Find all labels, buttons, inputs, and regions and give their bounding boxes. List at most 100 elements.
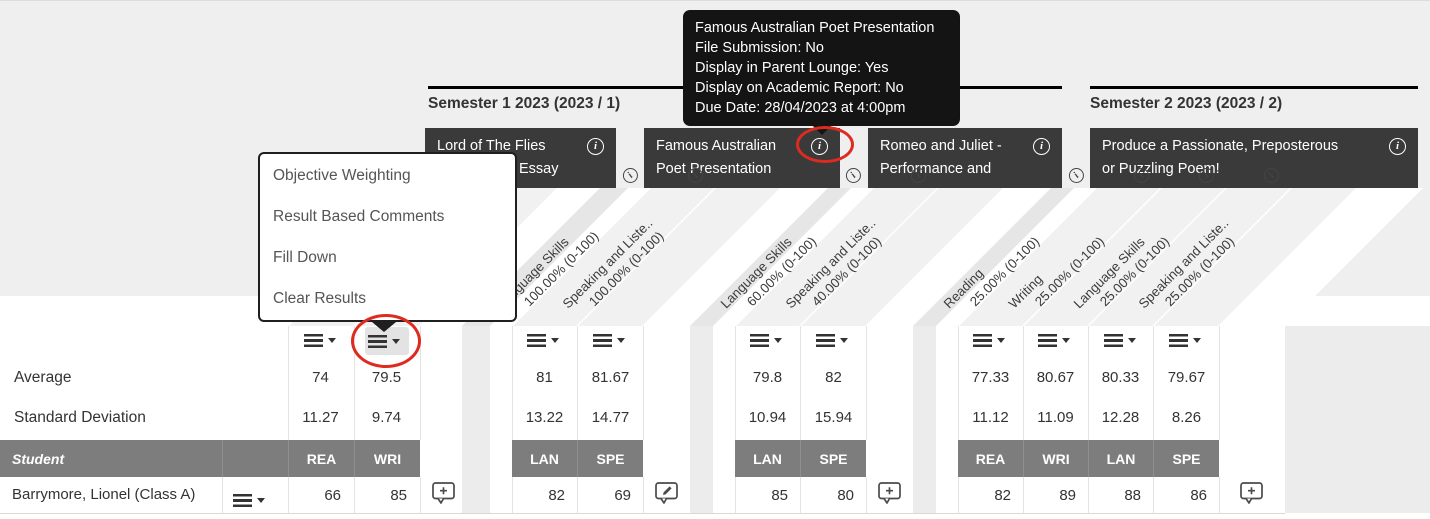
assessment-info-tooltip: Famous Australian Poet Presentation File… — [683, 10, 960, 126]
add-comment-icon[interactable] — [877, 481, 903, 506]
std-dev-row-label: Standard Deviation — [14, 409, 146, 426]
info-icon[interactable] — [1389, 138, 1406, 155]
average-value: 79.5 — [371, 369, 402, 386]
std-dev-value: 10.94 — [748, 409, 787, 426]
result-cell[interactable]: 89 — [1059, 487, 1076, 504]
chevron-down-icon — [997, 337, 1005, 343]
column-menu-button[interactable] — [1038, 329, 1074, 351]
chevron-down-icon — [1128, 337, 1136, 343]
add-comment-icon[interactable] — [1239, 481, 1265, 506]
toolbar-divider — [0, 0, 1430, 1]
annotation-circle-info-icon — [796, 126, 854, 163]
average-value: 79.67 — [1167, 369, 1206, 386]
std-dev-value: 11.09 — [1037, 409, 1074, 426]
objective-code-header: SPE — [1153, 440, 1219, 477]
edit-comment-icon[interactable] — [654, 481, 680, 506]
assessment-title-line2: Essay — [519, 161, 559, 177]
assessment-title: Famous Australian — [656, 138, 777, 154]
column-menu-button[interactable] — [593, 329, 629, 351]
column-menu-button[interactable] — [304, 329, 340, 351]
chevron-down-icon — [840, 337, 848, 343]
objective-code-header: LAN — [753, 450, 782, 467]
objective-code-header: SPE — [800, 440, 866, 477]
result-cell[interactable]: 69 — [614, 487, 631, 504]
assessment-title-line2: Poet Presentation — [656, 161, 772, 177]
hamburger-icon — [973, 333, 992, 347]
tooltip-parent-lounge: Display in Parent Lounge: Yes — [695, 60, 889, 76]
std-dev-value: 11.12 — [972, 409, 1009, 426]
hamburger-icon — [1038, 333, 1057, 347]
chevron-down-icon — [328, 337, 336, 343]
objective-code-header: SPE — [577, 440, 643, 477]
average-value: 81 — [536, 369, 553, 386]
hamburger-icon — [750, 333, 769, 347]
result-cell[interactable]: 86 — [1190, 487, 1207, 504]
column-menu-button[interactable] — [527, 329, 563, 351]
chevron-down-icon — [617, 337, 625, 343]
row-menu-column-header — [222, 440, 288, 477]
menu-item-result-based-comments[interactable]: Result Based Comments — [273, 208, 445, 225]
hamburger-icon — [1104, 333, 1123, 347]
gap-strip — [690, 326, 713, 513]
result-cell[interactable]: 85 — [390, 487, 407, 504]
menu-item-fill-down[interactable]: Fill Down — [273, 249, 337, 266]
menu-item-objective-weighting[interactable]: Objective Weighting — [273, 167, 411, 184]
column-menu-button[interactable] — [1104, 329, 1140, 351]
result-cell[interactable]: 85 — [771, 487, 788, 504]
chevron-down-icon — [257, 497, 265, 503]
chevron-down-icon — [1062, 337, 1070, 343]
std-dev-value: 11.27 — [302, 409, 339, 426]
semester-2-label: Semester 2 2023 (2023 / 2) — [1090, 95, 1283, 112]
grid-right-filler — [1285, 326, 1430, 513]
objective-code-header: LAN — [530, 450, 559, 467]
tooltip-file-submission: File Submission: No — [695, 40, 824, 56]
objective-code-header: REA — [288, 440, 354, 477]
add-comment-icon[interactable] — [431, 481, 457, 506]
std-dev-value: 13.22 — [525, 409, 564, 426]
hamburger-icon — [304, 333, 323, 347]
result-cell[interactable]: 80 — [837, 487, 854, 504]
objective-code-header: WRI — [1023, 440, 1088, 477]
column-menu-button[interactable] — [1169, 329, 1205, 351]
info-icon[interactable] — [1033, 138, 1050, 155]
average-value: 82 — [825, 369, 842, 386]
std-dev-value: 12.28 — [1101, 409, 1140, 426]
result-cell[interactable]: 88 — [1124, 487, 1141, 504]
chevron-down-icon — [551, 337, 559, 343]
column-menu-button[interactable] — [973, 329, 1009, 351]
assessment-title-line2: Performance and — [880, 161, 992, 177]
chevron-down-icon — [774, 337, 782, 343]
hamburger-icon — [233, 493, 252, 507]
hamburger-icon — [816, 333, 835, 347]
gap-strip — [462, 326, 490, 513]
assessment-header-romeo-and-juliet: Romeo and Juliet - Performance and — [868, 128, 1062, 188]
result-cell[interactable]: 82 — [994, 487, 1011, 504]
average-value: 81.67 — [591, 369, 630, 386]
hamburger-icon — [1169, 333, 1188, 347]
std-dev-value: 8.26 — [1171, 409, 1202, 426]
student-name: Barrymore, Lionel (Class A) — [12, 486, 196, 503]
average-value: 77.33 — [971, 369, 1010, 386]
average-value: 80.33 — [1101, 369, 1140, 386]
result-cell[interactable]: 82 — [548, 487, 565, 504]
result-cell[interactable]: 66 — [324, 487, 341, 504]
assessment-title: Lord of The Flies — [437, 138, 546, 154]
assessment-title: Produce a Passionate, Preposterous — [1102, 138, 1339, 154]
column-menu-button[interactable] — [816, 329, 852, 351]
semester-2-header: Semester 2 2023 (2023 / 2) — [1090, 86, 1418, 113]
average-value: 74 — [312, 369, 329, 386]
info-icon[interactable] — [587, 138, 604, 155]
objective-code-header: LAN — [1088, 440, 1153, 477]
student-header-band: LAN SPE — [512, 440, 643, 477]
menu-item-clear-results[interactable]: Clear Results — [273, 290, 367, 307]
average-value: 79.8 — [752, 369, 783, 386]
student-row-menu-button[interactable] — [233, 489, 269, 511]
std-dev-value: 14.77 — [591, 409, 630, 426]
grid-bottom-border — [0, 513, 1285, 514]
average-row-label: Average — [14, 369, 72, 386]
assessment-title-line2: or Puzzling Poem! — [1102, 161, 1220, 177]
annotation-circle-menu-button — [351, 314, 421, 368]
rows-area — [0, 326, 1430, 513]
column-menu-button[interactable] — [750, 329, 786, 351]
